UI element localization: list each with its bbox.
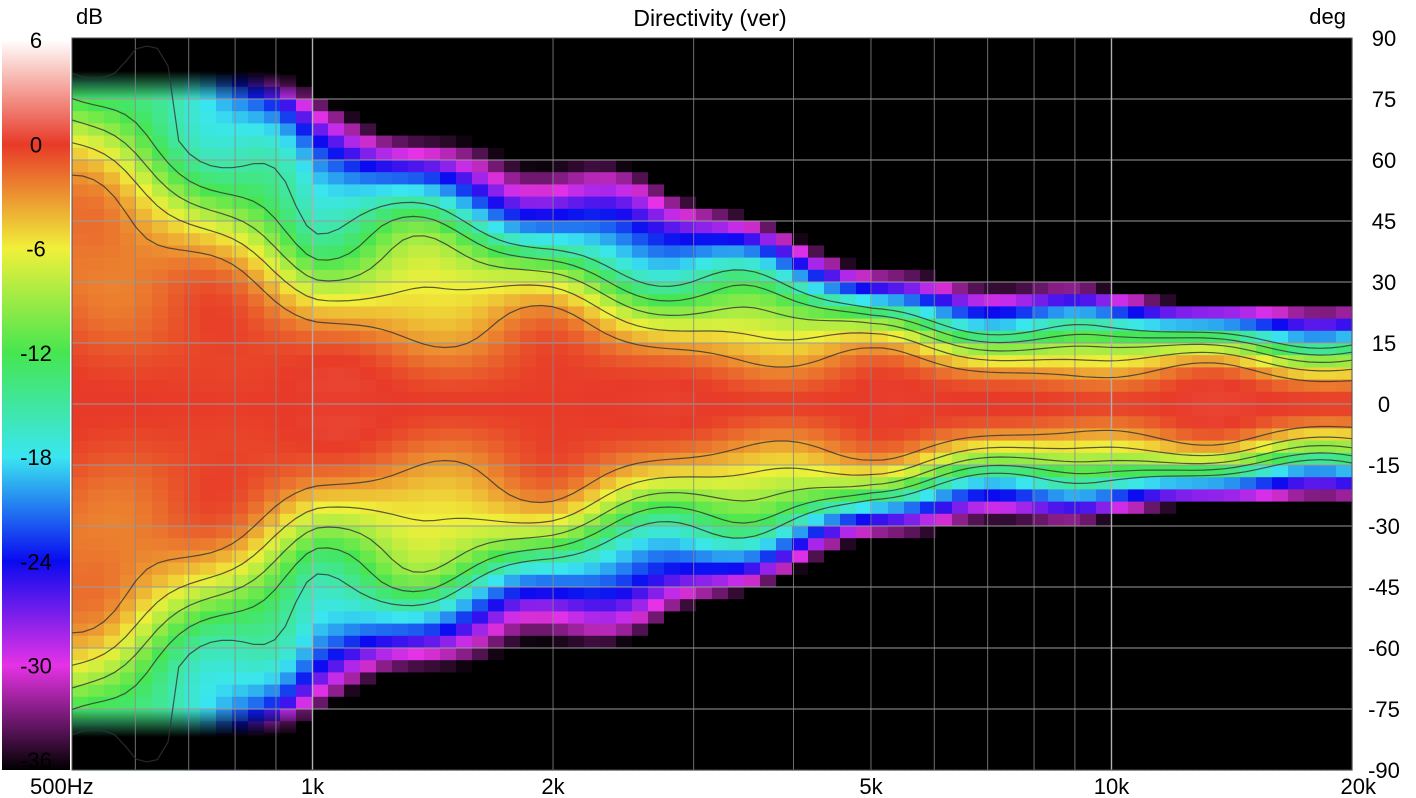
x-tick-label: 10k: [1094, 774, 1130, 798]
plot-frame: [71, 37, 1353, 771]
y-tick-label: 75: [1372, 87, 1396, 112]
y-tick-label: 45: [1372, 209, 1396, 234]
y-axis-ticks: 90 75 60 45 30 15 0 -15 -30 -45 -60 -75 -90: [1368, 26, 1400, 783]
x-axis-ticks: 500Hz 1k 2k 5k 10k 20k: [30, 774, 1377, 798]
colorbar-tick-label: -24: [20, 549, 52, 574]
contour-lines: [71, 45, 1353, 763]
y-tick-label: -60: [1368, 636, 1400, 661]
y-axis-unit: deg: [1309, 4, 1346, 29]
contour-line: [71, 444, 1353, 689]
contour-line: [71, 142, 1353, 372]
y-tick-label: 0: [1378, 392, 1390, 417]
y-tick-label: -45: [1368, 575, 1400, 600]
colorbar-tick-label: 0: [30, 132, 42, 157]
contour-line: [71, 459, 1353, 763]
contour-line: [71, 119, 1353, 364]
colorbar-tick-label: -12: [20, 341, 52, 366]
y-tick-label: 30: [1372, 270, 1396, 295]
contour-line: [71, 436, 1353, 666]
contour-line: [71, 452, 1353, 711]
colorbar-tick-label: 6: [30, 28, 42, 53]
x-tick-label: 500Hz: [30, 774, 94, 798]
chart-title: Directivity (ver): [633, 5, 786, 31]
colorbar-tick-label: -30: [20, 654, 52, 679]
x-tick-label: 5k: [859, 774, 883, 798]
colorbar-tick-label: -6: [26, 237, 46, 262]
y-tick-label: -30: [1368, 514, 1400, 539]
x-tick-label: 2k: [541, 774, 565, 798]
y-tick-label: 15: [1372, 331, 1396, 356]
colorbar-ticks: 6 0 -6 -12 -18 -24 -30 -36: [20, 28, 52, 773]
y-tick-label: -75: [1368, 697, 1400, 722]
x-tick-label: 20k: [1341, 774, 1377, 798]
contour-line: [71, 45, 1353, 349]
y-tick-label: -15: [1368, 453, 1400, 478]
y-tick-label: -90: [1368, 758, 1400, 783]
colorbar: [2, 40, 70, 770]
contour-line: [71, 174, 1353, 383]
y-tick-label: 60: [1372, 148, 1396, 173]
y-tick-label: 90: [1372, 26, 1396, 51]
contour-line: [71, 97, 1353, 356]
colorbar-tick-label: -18: [20, 445, 52, 470]
x-tick-label: 1k: [301, 774, 325, 798]
contour-line: [71, 425, 1353, 634]
colorbar-unit: dB: [76, 4, 103, 29]
colorbar-tick-label: -36: [20, 748, 52, 773]
